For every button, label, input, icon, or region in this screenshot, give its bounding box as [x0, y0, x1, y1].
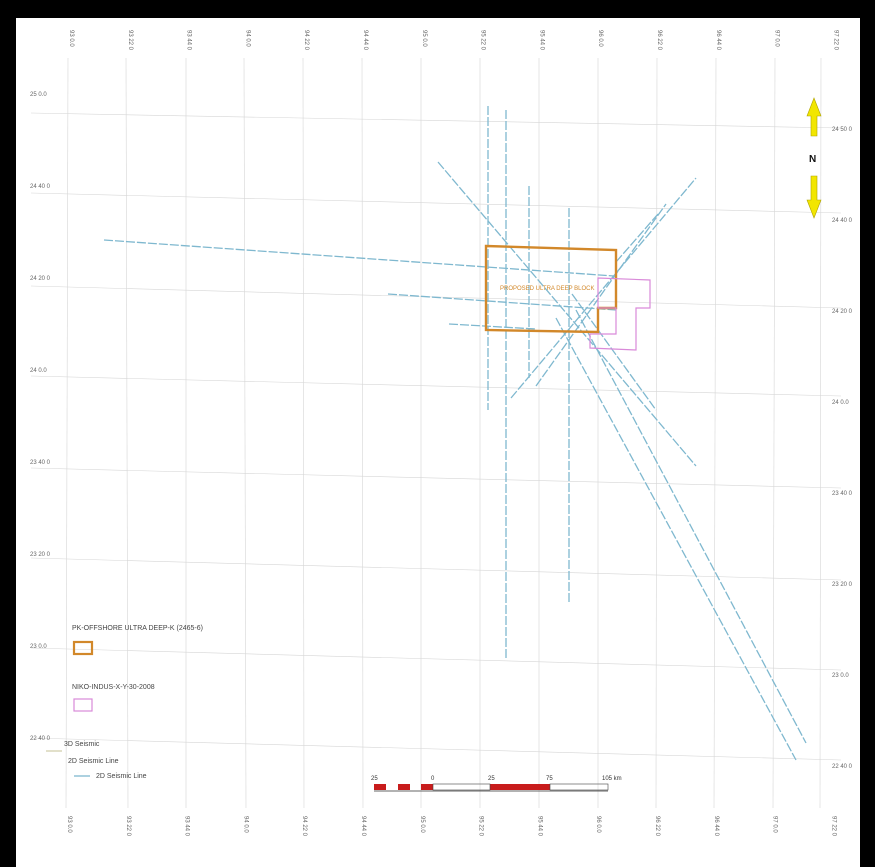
map-frame: PROPOSED ULTRA DEEP BLOCK N 93 0.0 93 22 …: [16, 18, 860, 867]
legend-item-orange-label: PK-OFFSHORE ULTRA DEEP-K (2465-6): [72, 625, 203, 632]
right-tick-label-0: 24 50 0: [832, 127, 853, 133]
top-tick-label-7: 95 22 0: [480, 30, 486, 51]
right-tick-label-6: 23 0.0: [832, 673, 849, 679]
top-tick-label-11: 96 44 0: [715, 30, 721, 51]
bottom-tick-label-12: 97 0.0: [772, 816, 778, 833]
top-tick-label-3: 94 0.0: [244, 30, 250, 47]
bottom-tick-label-13: 97 22 0: [830, 816, 836, 837]
left-tick-label-2: 24 20 0: [30, 276, 51, 282]
left-tick-label-0: 25 0.0: [30, 92, 47, 98]
right-tick-label-5: 23 20 0: [832, 582, 853, 588]
top-tick-label-10: 96 22 0: [656, 30, 662, 51]
bottom-tick-labels: 93 0.0 93 22 0 93 44 0 94 0.0 94 22 0 94 44 0…: [66, 816, 836, 837]
legend-item-pink-label: NIKO-INDUS-X-Y-30-2008: [72, 684, 155, 691]
left-tick-label-1: 24 40 0: [30, 184, 51, 190]
right-tick-labels: 24 50 0 24 40 0 24 20 0 24 0.0 23 40 0 23 20 …: [832, 127, 853, 770]
left-tick-label-7: 22 40 0: [30, 736, 51, 742]
top-tick-label-4: 94 22 0: [303, 30, 309, 51]
legend: PK-OFFSHORE ULTRA DEEP-K (2465-6) NIKO-I…: [46, 625, 203, 780]
bottom-tick-label-10: 96 22 0: [654, 816, 660, 837]
top-tick-label-12: 97 0.0: [774, 30, 780, 47]
right-tick-label-3: 24 0.0: [832, 400, 849, 406]
seismic-lines: [103, 106, 807, 761]
graticule: [30, 57, 842, 809]
legend-item-2d-label-a: 2D Seismic Line: [68, 758, 119, 765]
bottom-tick-label-9: 96 0.0: [595, 816, 601, 833]
map-canvas: PROPOSED ULTRA DEEP BLOCK N 93 0.0 93 22 …: [30, 30, 853, 837]
bottom-tick-label-6: 95 0.0: [419, 816, 425, 833]
right-tick-label-1: 24 40 0: [832, 218, 853, 224]
legend-item-2d-label-b: 2D Seismic Line: [96, 773, 147, 780]
niko-block-outline: [589, 277, 651, 351]
scale-label-3: 75: [546, 776, 553, 782]
top-tick-label-2: 93 44 0: [186, 30, 192, 51]
legend-orange-swatch: [72, 640, 94, 656]
bottom-tick-label-1: 93 22 0: [125, 816, 131, 837]
legend-item-3d-label: 3D Seismic: [64, 741, 100, 748]
top-tick-labels: 93 0.0 93 22 0 93 44 0 94 0.0 94 22 0 94 44 0…: [68, 30, 838, 51]
left-tick-label-6: 23 0.0: [30, 644, 47, 650]
scale-label-4: 105 km: [602, 776, 622, 782]
scale-label-2: 25: [488, 776, 495, 782]
north-label: N: [809, 154, 816, 165]
bottom-tick-label-4: 94 22 0: [301, 816, 307, 837]
left-tick-label-4: 23 40 0: [30, 460, 51, 466]
top-tick-label-5: 94 44 0: [362, 30, 368, 51]
bottom-tick-label-2: 93 44 0: [184, 816, 190, 837]
bottom-tick-label-11: 96 44 0: [713, 816, 719, 837]
right-tick-label-7: 22 40 0: [832, 764, 853, 770]
left-tick-label-5: 23 20 0: [30, 552, 51, 558]
top-tick-label-13: 97 22 0: [832, 30, 838, 51]
left-tick-label-3: 24 0.0: [30, 368, 47, 374]
scale-bar: 25 0 25 75 105 km: [371, 776, 622, 792]
top-tick-label-1: 93 22 0: [127, 30, 133, 51]
right-tick-label-4: 23 40 0: [832, 491, 853, 497]
bottom-tick-label-8: 95 44 0: [536, 816, 542, 837]
proposed-block-label: PROPOSED ULTRA DEEP BLOCK: [500, 286, 594, 292]
top-tick-label-0: 93 0.0: [68, 30, 74, 47]
bottom-tick-label-7: 95 22 0: [478, 816, 484, 837]
bottom-tick-label-0: 93 0.0: [66, 816, 72, 833]
north-arrow-icon: N: [806, 97, 822, 219]
bottom-tick-label-5: 94 44 0: [360, 816, 366, 837]
top-tick-label-9: 96 0.0: [597, 30, 603, 47]
scale-label-0: 25: [371, 776, 378, 782]
legend-pink-swatch: [73, 698, 93, 712]
bottom-tick-label-3: 94 0.0: [242, 816, 248, 833]
top-tick-label-6: 95 0.0: [421, 30, 427, 47]
scale-label-1: 0: [431, 776, 435, 782]
right-tick-label-2: 24 20 0: [832, 309, 853, 315]
top-tick-label-8: 95 44 0: [538, 30, 544, 51]
left-tick-labels: 25 0.0 24 40 0 24 20 0 24 0.0 23 40 0 23 20 0…: [30, 92, 51, 742]
